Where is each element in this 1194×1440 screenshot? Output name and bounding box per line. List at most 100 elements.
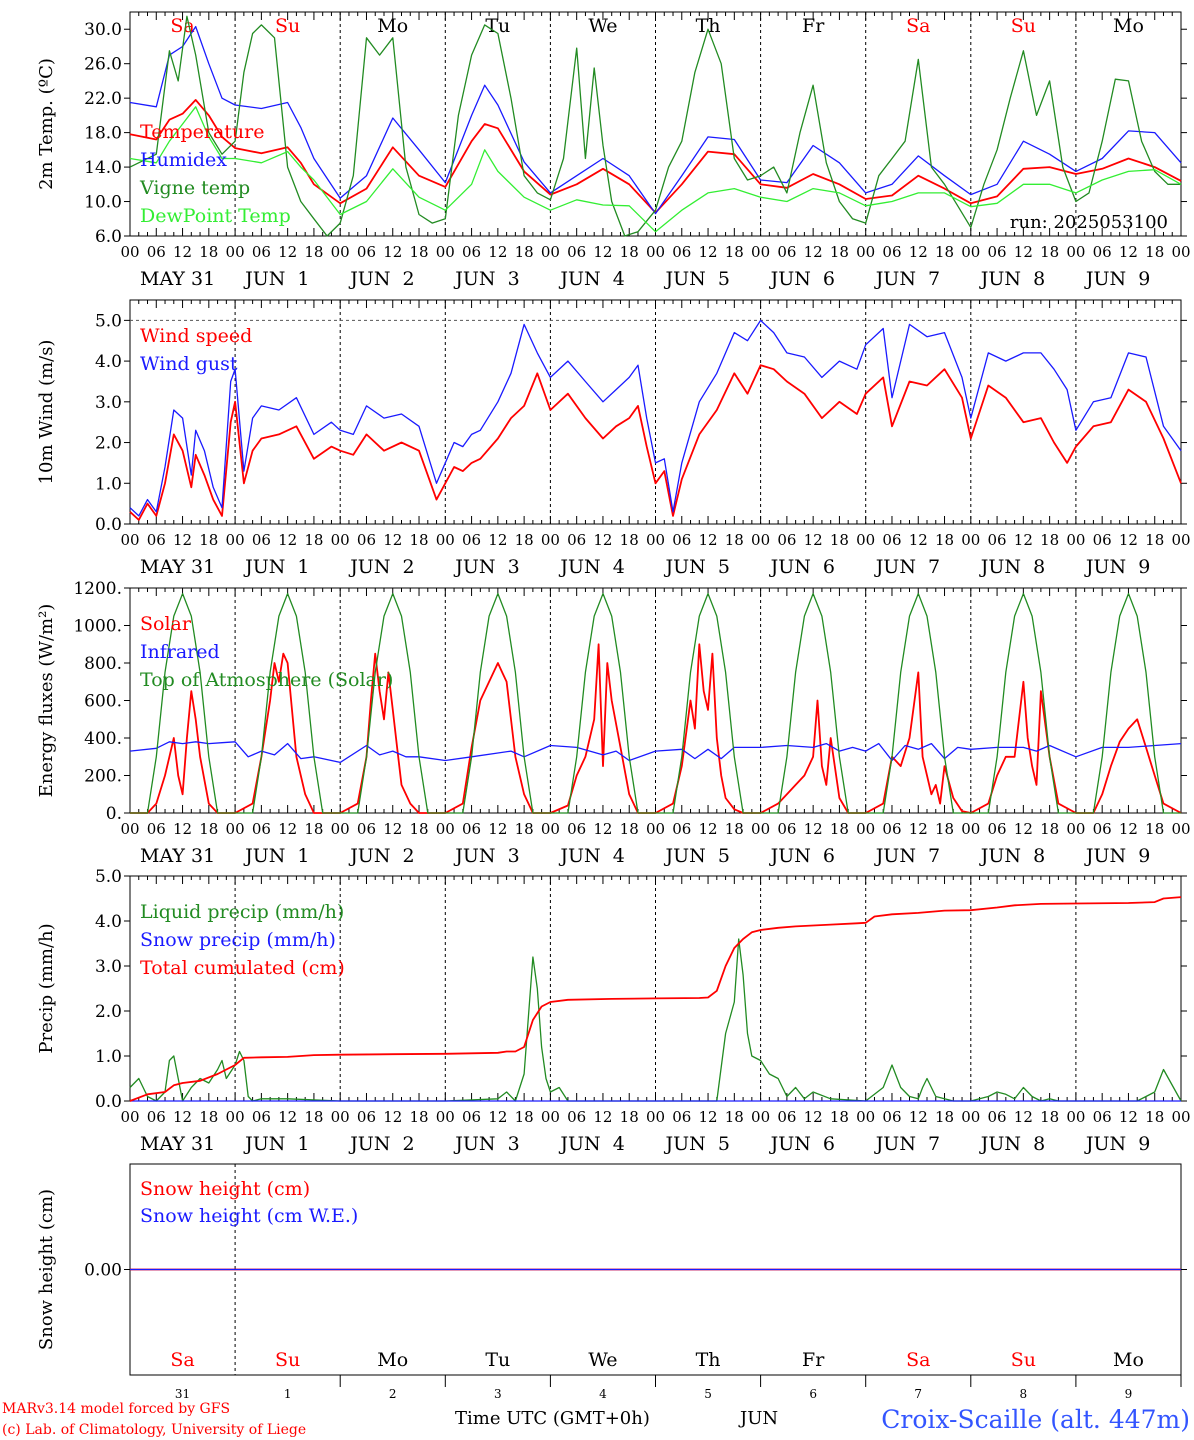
y-tick-label: 0. bbox=[106, 804, 122, 824]
day-label: JUN 4 bbox=[558, 556, 624, 578]
y-tick-label: 22.0 bbox=[84, 89, 122, 109]
day-number: 7 bbox=[914, 1387, 922, 1401]
hour-tick-label: 12 bbox=[278, 820, 297, 838]
hour-tick-label: 00 bbox=[751, 243, 770, 261]
hour-tick-label: 06 bbox=[357, 1108, 376, 1126]
y-tick-label: 200. bbox=[84, 767, 122, 787]
hour-tick-label: 00 bbox=[1171, 1108, 1190, 1126]
hour-tick-label: 00 bbox=[1171, 243, 1190, 261]
day-label: JUN 9 bbox=[1084, 268, 1150, 290]
wind-panel: 0.0 1.0 2.0 3.0 4.0 5.0 10m Wind (m/s) 00 06 12 18… bbox=[36, 299, 1191, 578]
hour-tick-label: 18 bbox=[725, 1108, 744, 1126]
hour-tick-label: 06 bbox=[147, 1108, 166, 1126]
hour-tick-label: 18 bbox=[409, 1108, 428, 1126]
day-number: 5 bbox=[704, 1387, 712, 1401]
hour-tick-label: 06 bbox=[147, 820, 166, 838]
hour-tick-label: 00 bbox=[120, 1108, 139, 1126]
hour-tick-label: 12 bbox=[278, 243, 297, 261]
hour-tick-label: 18 bbox=[1145, 1108, 1164, 1126]
hour-tick-label: 06 bbox=[672, 531, 691, 549]
y-tick-label: 18.0 bbox=[84, 124, 122, 144]
hour-tick-label: 18 bbox=[304, 820, 323, 838]
hour-tick-label: 00 bbox=[646, 243, 665, 261]
hour-tick-label: 12 bbox=[909, 1108, 928, 1126]
legend-temperature-0: Temperature bbox=[140, 121, 264, 143]
hour-tick-label: 12 bbox=[383, 243, 402, 261]
hour-tick-label: 00 bbox=[120, 243, 139, 261]
y-tick-label: 0.00 bbox=[84, 1261, 122, 1281]
hour-tick-label: 06 bbox=[357, 531, 376, 549]
legend-energy-2: Top of Atmosphere (Solar) bbox=[140, 669, 393, 691]
hour-tick-label: 00 bbox=[226, 531, 245, 549]
hour-tick-label: 18 bbox=[725, 531, 744, 549]
y-axis-label: Precip (mm/h) bbox=[36, 923, 57, 1053]
day-label: JUN 5 bbox=[664, 556, 730, 578]
hour-tick-label: 12 bbox=[488, 243, 507, 261]
precip-panel: 0.0 1.0 2.0 3.0 4.0 5.0 Precip (mm/h) 00 06 12 18 M… bbox=[36, 867, 1191, 1155]
day-label: JUN 5 bbox=[664, 268, 730, 290]
hour-tick-label: 06 bbox=[462, 820, 481, 838]
hour-tick-label: 12 bbox=[909, 531, 928, 549]
weekday-label: Mo bbox=[1113, 1349, 1144, 1371]
hour-tick-label: 12 bbox=[699, 1108, 718, 1126]
hour-tick-label: 06 bbox=[988, 1108, 1007, 1126]
day-label: JUN 3 bbox=[453, 845, 519, 867]
hour-tick-label: 12 bbox=[488, 531, 507, 549]
hour-tick-label: 00 bbox=[436, 820, 455, 838]
hour-tick-label: 00 bbox=[436, 531, 455, 549]
hour-tick-label: 06 bbox=[567, 820, 586, 838]
hour-tick-label: 18 bbox=[935, 820, 954, 838]
y-axis-label: Snow height (cm) bbox=[36, 1189, 57, 1350]
hour-tick-label: 12 bbox=[173, 531, 192, 549]
hour-tick-label: 06 bbox=[882, 531, 901, 549]
wind-frame bbox=[129, 299, 1182, 525]
weekday-label: Tu bbox=[485, 1349, 510, 1371]
day-label: JUN 7 bbox=[874, 1133, 940, 1155]
hour-tick-label: 06 bbox=[1093, 243, 1112, 261]
hour-tick-label: 00 bbox=[120, 531, 139, 549]
legend-precip-1: Snow precip (mm/h) bbox=[140, 929, 336, 951]
day-number: 31 bbox=[175, 1387, 190, 1401]
hour-tick-label: 12 bbox=[699, 243, 718, 261]
hour-tick-label: 06 bbox=[357, 243, 376, 261]
weekday-label: Su bbox=[275, 1349, 300, 1371]
hour-tick-label: 00 bbox=[226, 1108, 245, 1126]
hour-tick-label: 00 bbox=[1171, 531, 1190, 549]
hour-tick-label: 18 bbox=[935, 531, 954, 549]
y-tick-label: 26.0 bbox=[84, 55, 122, 75]
temperature-panel: 6.0 10.0 14.0 18.0 22.0 26.0 30.0 2m Temp. (ºC)… bbox=[36, 11, 1191, 290]
hour-tick-label: 00 bbox=[961, 531, 980, 549]
hour-tick-label: 00 bbox=[961, 1108, 980, 1126]
y-tick-label: 0.0 bbox=[95, 1092, 122, 1112]
legend-snow-1: Snow height (cm W.E.) bbox=[140, 1205, 358, 1227]
legend-energy-1: Infrared bbox=[140, 641, 220, 663]
legend-precip-0: Liquid precip (mm/h) bbox=[140, 901, 344, 923]
hour-tick-label: 06 bbox=[672, 243, 691, 261]
y-tick-label: 400. bbox=[84, 729, 122, 749]
hour-tick-label: 18 bbox=[1040, 243, 1059, 261]
hour-tick-label: 06 bbox=[988, 531, 1007, 549]
y-tick-label: 5.0 bbox=[95, 311, 122, 331]
day-label: JUN 3 bbox=[453, 1133, 519, 1155]
hour-tick-label: 06 bbox=[357, 820, 376, 838]
day-label: JUN 6 bbox=[769, 268, 835, 290]
energy-series-0 bbox=[130, 643, 1182, 814]
y-tick-label: 3.0 bbox=[95, 957, 122, 977]
weekday-label: Mo bbox=[1113, 15, 1144, 37]
hour-tick-label: 06 bbox=[252, 1108, 271, 1126]
day-label: JUN 6 bbox=[769, 1133, 835, 1155]
y-tick-label: 1.0 bbox=[95, 1047, 122, 1067]
hour-tick-label: 00 bbox=[226, 820, 245, 838]
day-label: JUN 4 bbox=[558, 1133, 624, 1155]
day-label: JUN 7 bbox=[874, 556, 940, 578]
hour-tick-label: 12 bbox=[1014, 1108, 1033, 1126]
hour-tick-label: 12 bbox=[383, 820, 402, 838]
weekday-label: Mo bbox=[377, 15, 408, 37]
legend-temperature-3: DewPoint Temp bbox=[140, 205, 291, 227]
y-tick-label: 1200. bbox=[73, 579, 122, 599]
hour-tick-label: 06 bbox=[988, 243, 1007, 261]
hour-tick-label: 00 bbox=[331, 820, 350, 838]
day-label: JUN 3 bbox=[453, 268, 519, 290]
y-tick-label: 0.0 bbox=[95, 515, 122, 535]
